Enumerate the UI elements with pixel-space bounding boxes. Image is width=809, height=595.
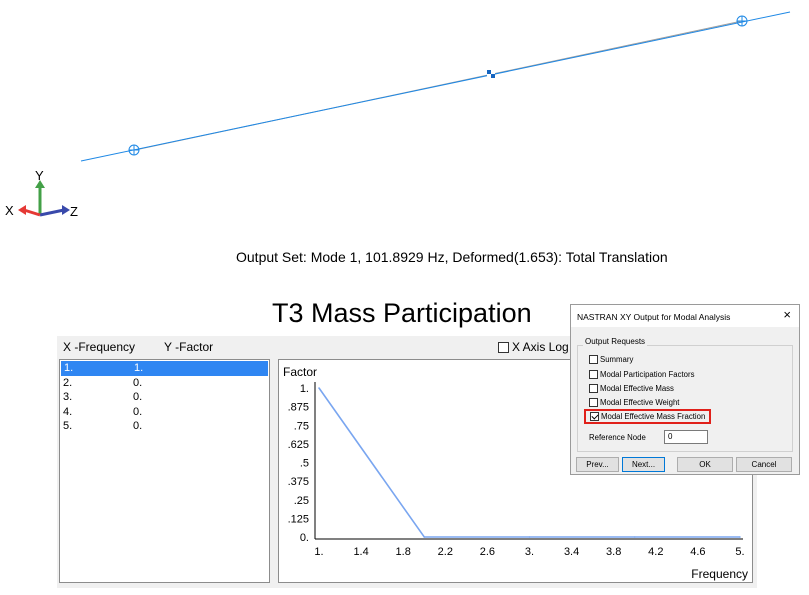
modal-effective-mass-label: Modal Effective Mass — [600, 384, 674, 393]
chart-title: T3 Mass Participation — [272, 298, 532, 328]
summary-option[interactable]: Summary — [589, 355, 633, 364]
x-tick-label: 2.6 — [480, 546, 495, 558]
deformed-beam-line — [80, 11, 791, 162]
modal-participation-factors-label: Modal Participation Factors — [600, 370, 695, 379]
list-item[interactable]: 5. 0. — [63, 420, 143, 432]
x-column-header: X -Frequency — [63, 340, 136, 354]
x-tick-label: 2.2 — [438, 546, 453, 558]
data-point — [423, 536, 426, 538]
x-tick-label: 4.6 — [690, 546, 705, 558]
y-tick-label: .75 — [294, 420, 309, 432]
x-axis-log-checkbox[interactable] — [498, 341, 509, 353]
x-tick-label: 1.8 — [396, 546, 411, 558]
next-button[interactable]: Next... — [622, 457, 665, 472]
mass-element-marker — [487, 70, 495, 78]
modal-effective-mass-fraction-checkbox[interactable] — [590, 412, 599, 421]
output-requests-group — [577, 345, 793, 452]
data-point — [633, 536, 636, 538]
y-tick-label: .25 — [294, 495, 309, 507]
y-tick-label: .125 — [288, 513, 309, 525]
x-axis-label: Frequency — [691, 567, 748, 581]
viewport-canvas: Y X Z — [5, 11, 791, 219]
dialog-titlebar[interactable]: NASTRAN XY Output for Modal Analysis × — [571, 305, 799, 327]
summary-checkbox[interactable] — [589, 355, 598, 364]
triad-x-label: X — [5, 203, 14, 218]
modal-effective-mass-fraction-label: Modal Effective Mass Fraction — [601, 412, 706, 421]
x-axis-log-label: X Axis Log — [512, 340, 569, 354]
data-point — [528, 536, 531, 538]
xy-data-list[interactable]: 1. 1. 2. 0. 3. 0. 4. 0. 5. 0. — [59, 359, 270, 583]
output-requests-label: Output Requests — [583, 337, 648, 346]
triad-z-label: Z — [70, 204, 78, 219]
nastran-xy-output-dialog: NASTRAN XY Output for Modal Analysis × O… — [570, 304, 800, 475]
y-tick-label: 0. — [300, 532, 309, 544]
modal-effective-weight-option[interactable]: Modal Effective Weight — [589, 398, 679, 407]
y-axis-label: Factor — [283, 365, 317, 379]
modal-effective-mass-fraction-option[interactable]: Modal Effective Mass Fraction — [584, 409, 712, 424]
data-point — [739, 536, 741, 538]
x-tick-label: 3. — [525, 546, 534, 558]
data-point — [318, 387, 320, 389]
list-item[interactable]: 2. 0. — [63, 376, 143, 389]
reference-node-label: Reference Node — [589, 433, 646, 442]
list-item[interactable]: 1. 1. — [61, 361, 268, 376]
x-tick-label: 5. — [735, 546, 744, 558]
modal-participation-factors-checkbox[interactable] — [589, 370, 598, 379]
modal-effective-weight-label: Modal Effective Weight — [600, 398, 680, 407]
modal-participation-factors-option[interactable]: Modal Participation Factors — [589, 370, 694, 379]
x-tick-label: 3.4 — [564, 546, 579, 558]
reference-node-input[interactable]: 0 — [664, 430, 708, 444]
xy-plot-svg: Factor Frequency 1. .875 .75 .625 .5 .375 .25.… — [283, 365, 748, 581]
output-set-label: Output Set: Mode 1, 101.8929 Hz, Deforme… — [236, 249, 668, 265]
modal-effective-mass-option[interactable]: Modal Effective Mass — [589, 384, 674, 393]
node-marker-left — [128, 144, 140, 156]
x-axis-log-toggle[interactable]: X Axis Log — [498, 340, 569, 354]
modal-effective-weight-checkbox[interactable] — [589, 398, 598, 407]
close-icon[interactable]: × — [783, 307, 791, 322]
y-tick-label: .875 — [288, 402, 309, 414]
summary-label: Summary — [600, 355, 634, 364]
x-tick-label: 3.8 — [606, 546, 621, 558]
list-item[interactable]: 4. 0. — [63, 405, 143, 418]
y-tick-label: .625 — [288, 439, 309, 451]
x-tick-label: 4.2 — [648, 546, 663, 558]
triad-y-label: Y — [35, 168, 44, 183]
prev-button[interactable]: Prev... — [576, 457, 619, 472]
x-tick-label: 1. — [314, 546, 323, 558]
y-column-header: Y -Factor — [164, 340, 214, 354]
axis-triad: Y X Z — [5, 168, 78, 219]
y-tick-label: .5 — [300, 458, 309, 470]
list-item[interactable]: 3. 0. — [63, 391, 143, 403]
x-tick-label: 1.4 — [353, 546, 368, 558]
check-icon — [591, 412, 599, 420]
y-tick-label: 1. — [300, 383, 309, 395]
ok-button[interactable]: OK — [677, 457, 733, 472]
model-viewport[interactable]: Y X Z — [0, 0, 809, 280]
y-tick-label: .375 — [288, 476, 309, 488]
dialog-title: NASTRAN XY Output for Modal Analysis — [577, 312, 731, 322]
node-marker-right — [736, 15, 748, 27]
cancel-button[interactable]: Cancel — [736, 457, 792, 472]
modal-effective-mass-checkbox[interactable] — [589, 384, 598, 393]
